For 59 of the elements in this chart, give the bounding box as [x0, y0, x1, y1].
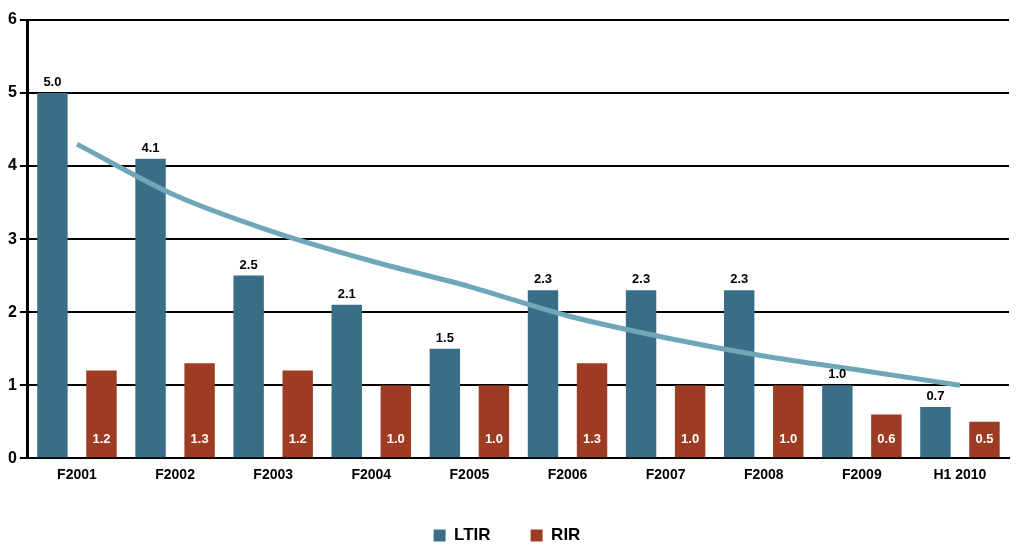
- legend-label: LTIR: [454, 525, 491, 545]
- x-tick-label: F2008: [743, 466, 784, 483]
- bar: [282, 370, 313, 458]
- data-label: 0.6: [877, 430, 896, 446]
- data-label: 1.3: [190, 430, 209, 446]
- data-label: 1.2: [92, 430, 111, 446]
- x-tick-label: F2005: [449, 466, 490, 483]
- bar: [773, 385, 804, 458]
- bar: [822, 385, 853, 458]
- data-label: 2.5: [239, 256, 258, 272]
- x-tick-label: F2003: [253, 466, 294, 483]
- data-label: 1.5: [435, 329, 454, 345]
- bar: [135, 158, 166, 458]
- bar: [37, 93, 68, 458]
- x-tick-label: F2004: [351, 466, 392, 483]
- data-label: 2.3: [632, 271, 651, 287]
- bar: [576, 363, 608, 458]
- data-label: 0.5: [975, 430, 994, 446]
- y-tick-label: 1: [7, 375, 17, 393]
- bar: [478, 385, 510, 458]
- bar: [527, 290, 559, 458]
- data-label: 1.0: [779, 430, 798, 446]
- bar: [429, 348, 461, 458]
- y-tick-label: 4: [7, 156, 17, 174]
- x-tick-label: F2009: [841, 466, 882, 483]
- data-label: 2.1: [337, 285, 356, 301]
- bar: [331, 304, 362, 458]
- y-tick-label: 2: [7, 302, 17, 320]
- data-label: 1.2: [288, 430, 307, 446]
- data-label: 2.3: [730, 271, 749, 287]
- data-label: 1.0: [681, 430, 700, 446]
- y-tick-label: 3: [7, 229, 17, 247]
- data-label: 2.3: [533, 271, 553, 287]
- data-label: 1.3: [582, 430, 602, 446]
- bar: [969, 421, 1000, 458]
- data-label: 5.0: [43, 74, 62, 90]
- x-tick-label: F2001: [57, 466, 98, 483]
- data-label: 1.0: [484, 430, 503, 446]
- data-label: 0.7: [926, 388, 945, 404]
- x-tick-label: F2006: [547, 466, 588, 483]
- bar: [86, 370, 117, 458]
- x-tick-label: F2007: [645, 466, 686, 483]
- bar: [871, 414, 902, 458]
- bar: [380, 385, 412, 458]
- data-label: 1.0: [828, 366, 847, 382]
- bar: [723, 290, 755, 458]
- bar: [674, 385, 706, 458]
- y-tick-label: 6: [7, 10, 17, 28]
- bar: [625, 290, 657, 458]
- bar: [233, 275, 264, 458]
- data-label: 1.0: [386, 430, 405, 446]
- data-label: 4.1: [141, 139, 160, 155]
- bar: [920, 407, 951, 458]
- x-tick-label: H1 2010: [933, 466, 987, 483]
- y-tick-label: 5: [7, 83, 17, 101]
- x-tick-label: F2002: [155, 466, 196, 483]
- bar: [184, 363, 215, 458]
- y-tick-label: 0: [7, 448, 17, 466]
- legend-label: RIR: [551, 525, 581, 545]
